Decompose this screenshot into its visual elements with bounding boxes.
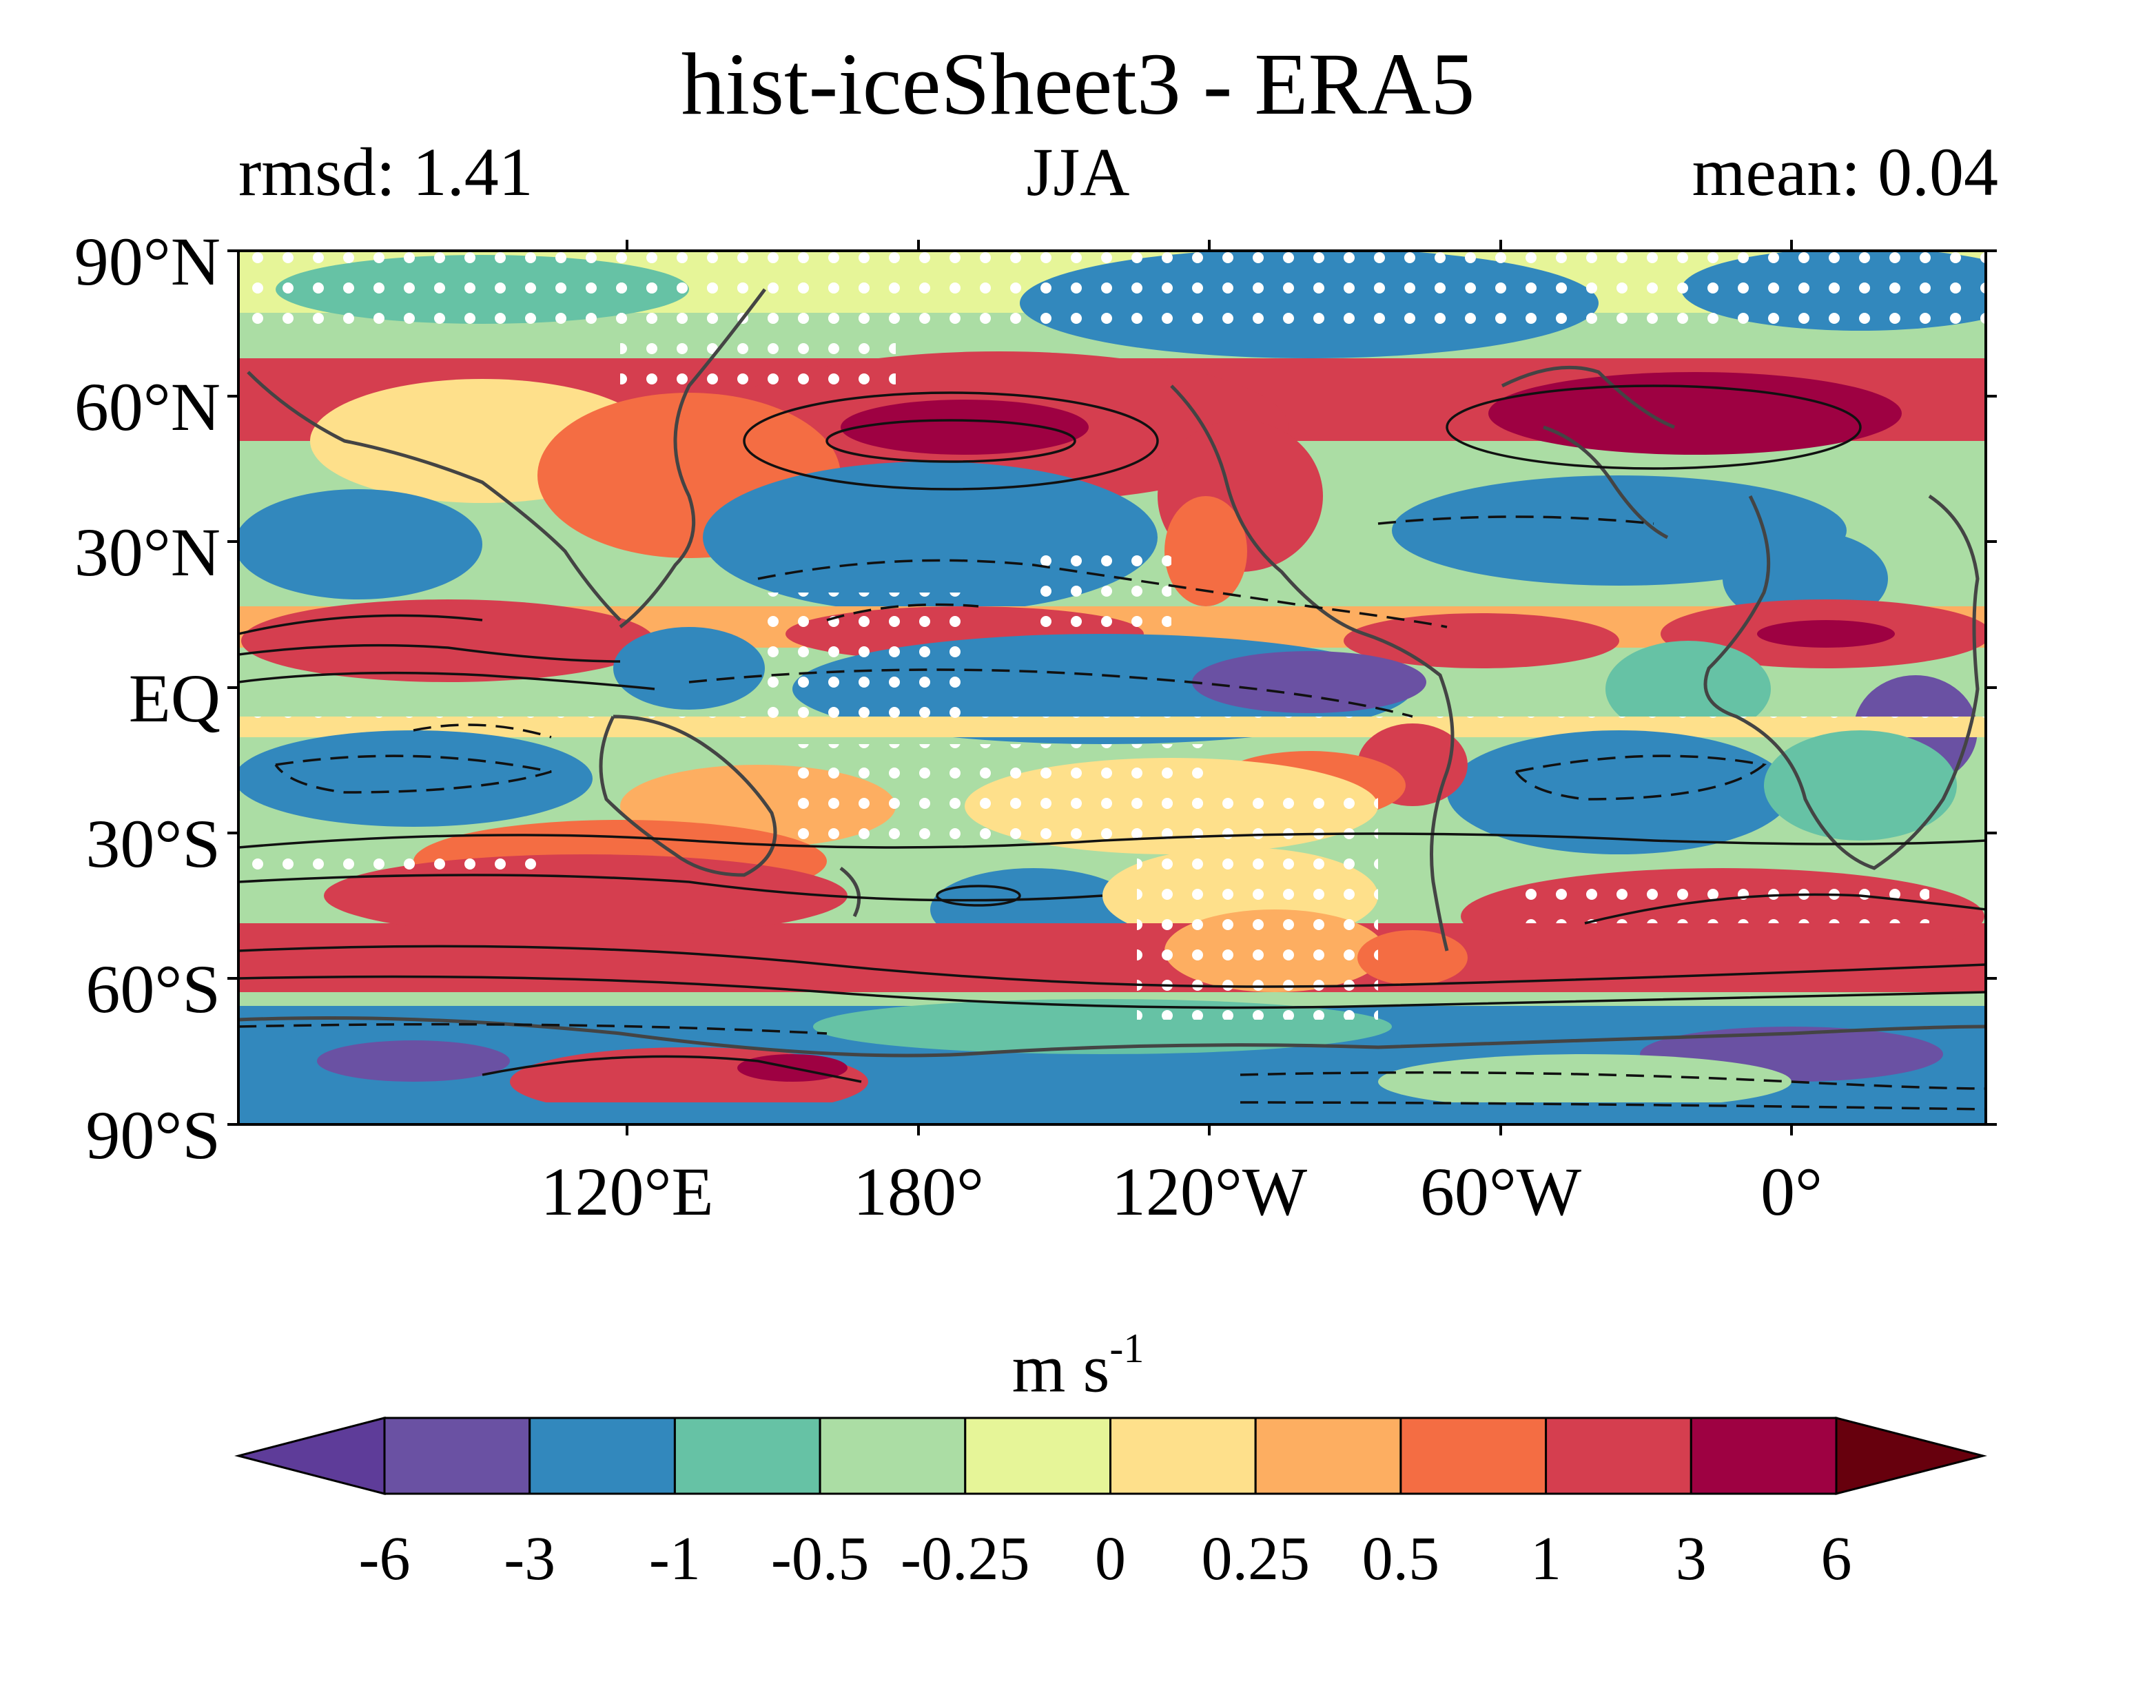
colorbar-tick-label: -1	[648, 1525, 701, 1593]
colorbar-box	[383, 1417, 531, 1495]
lat-label-90n: 90°N	[74, 223, 220, 300]
colorbar-box	[819, 1417, 967, 1495]
colorbar-box	[673, 1417, 821, 1495]
colorbar-box	[1545, 1417, 1692, 1495]
lat-label-30n: 30°N	[74, 514, 220, 590]
lon-label-120e: 120°E	[540, 1153, 714, 1230]
colorbar-extend-low	[234, 1417, 386, 1495]
colorbar-tick-label: 1	[1530, 1525, 1562, 1593]
colorbar-tick-label: 0.5	[1362, 1525, 1440, 1593]
colorbar-tick-label: -3	[504, 1525, 556, 1593]
map-title: hist-iceSheet3 - ERA5	[681, 35, 1475, 133]
colorbar-tick-label: 0.25	[1201, 1525, 1310, 1593]
colorbar-box	[1690, 1417, 1838, 1495]
colorbar-units: m s-1	[0, 1328, 2156, 1407]
colorbar-box	[1254, 1417, 1402, 1495]
mean-label: mean: 0.04	[1692, 134, 1998, 210]
colorbar-tick-label: -0.5	[770, 1525, 870, 1593]
lon-label-180: 180°	[853, 1153, 984, 1230]
colorbar-extend-high	[1835, 1417, 1987, 1495]
colorbar-tick-label: 6	[1820, 1525, 1852, 1593]
lat-label-eq: EQ	[128, 660, 220, 737]
lon-label-0: 0°	[1760, 1153, 1823, 1230]
colorbar-tick-label: -6	[358, 1525, 411, 1593]
colorbar-box	[1399, 1417, 1548, 1495]
colorbar-tick-label: 0	[1095, 1525, 1126, 1593]
units-exponent: -1	[1109, 1326, 1144, 1371]
rmsd-label: rmsd: 1.41	[238, 134, 533, 210]
lat-label-90s: 90°S	[85, 1097, 220, 1173]
colorbar	[234, 1417, 1987, 1495]
season-label: JJA	[1026, 134, 1130, 210]
colorbar-box	[964, 1417, 1112, 1495]
lon-label-60w: 60°W	[1419, 1153, 1582, 1230]
units-base: m s	[1012, 1330, 1110, 1407]
lat-label-60n: 60°N	[74, 369, 220, 445]
colorbar-box	[1109, 1417, 1257, 1495]
lon-label-120w: 120°W	[1111, 1153, 1308, 1230]
map-field	[238, 251, 1986, 1124]
colorbar-tick-label: -0.25	[901, 1525, 1030, 1593]
lat-label-60s: 60°S	[85, 951, 220, 1027]
colorbar-box	[528, 1417, 676, 1495]
colorbar-tick-label: 3	[1675, 1525, 1707, 1593]
lat-label-30s: 30°S	[85, 805, 220, 882]
